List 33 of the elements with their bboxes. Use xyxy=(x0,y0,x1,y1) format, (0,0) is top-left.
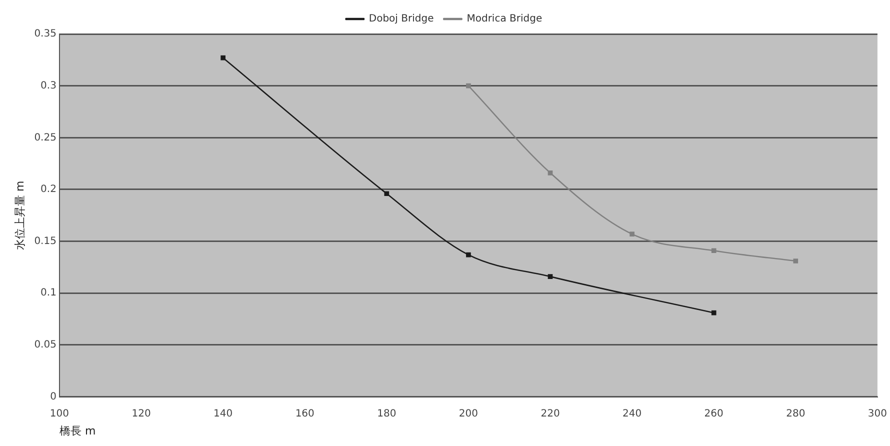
y-tick-label: 0.25 xyxy=(34,132,56,144)
x-tick-label: 220 xyxy=(540,408,560,420)
x-tick-label: 240 xyxy=(622,408,642,420)
x-tick-label: 200 xyxy=(458,408,478,420)
point xyxy=(793,258,798,264)
point xyxy=(548,170,553,176)
point xyxy=(630,232,634,236)
legend-label: Doboj Bridge xyxy=(368,14,434,25)
point xyxy=(466,83,471,88)
x-tick-label: 300 xyxy=(868,408,888,420)
point xyxy=(711,248,716,254)
y-tick-label: 0.15 xyxy=(34,236,56,247)
y-tick-label: 0.35 xyxy=(34,28,56,40)
point xyxy=(220,55,226,60)
y-tick-label: 0.2 xyxy=(40,184,56,196)
x-axis-title: 橋長 m xyxy=(59,424,96,438)
y-axis-title: 水位上昇量 m xyxy=(13,180,26,250)
x-tick-label: 260 xyxy=(704,408,724,420)
y-tick-label: 0 xyxy=(50,391,56,402)
x-tick-label: 120 xyxy=(132,408,151,420)
x-tick-label: 140 xyxy=(214,408,233,420)
y-tick-label: 0.05 xyxy=(34,340,56,351)
y-tick-label: 0.1 xyxy=(40,288,56,299)
x-tick-label: 100 xyxy=(50,408,70,420)
x-tick-label: 280 xyxy=(786,408,806,420)
point xyxy=(466,252,471,258)
y-tick-label: 0.3 xyxy=(40,80,56,92)
x-tick-label: 160 xyxy=(295,408,314,420)
point xyxy=(384,191,390,196)
point xyxy=(711,310,716,316)
x-tick-label: 180 xyxy=(377,408,396,420)
legend-label: Modrica Bridge xyxy=(466,14,542,25)
point xyxy=(548,274,553,279)
